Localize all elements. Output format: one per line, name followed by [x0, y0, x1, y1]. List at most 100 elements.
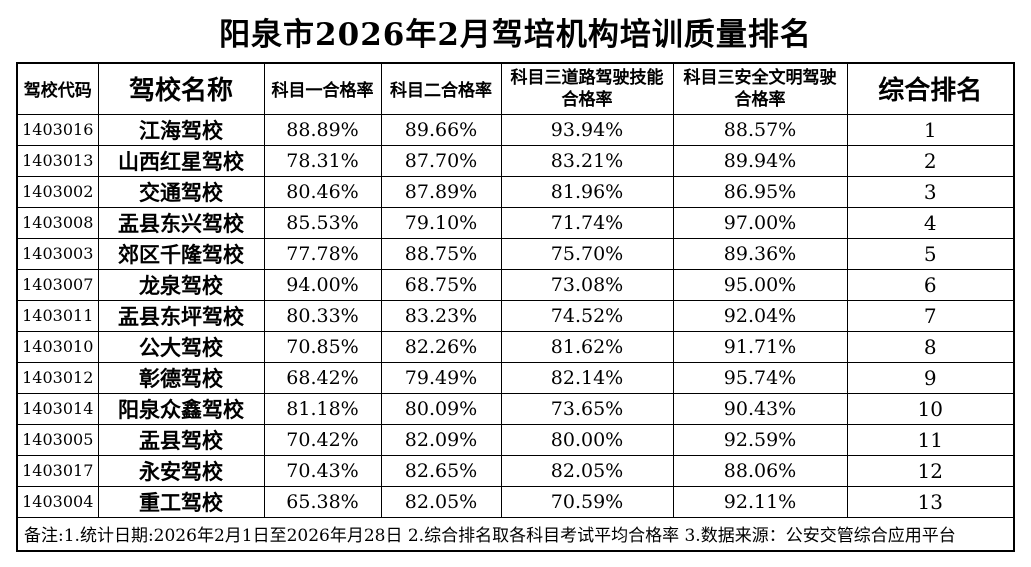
- table-row: 1403010 公大驾校 70.85% 82.26% 81.62% 91.71% 8: [16, 330, 1015, 363]
- subject3-road-skill-pass-rate: 80.00%: [500, 423, 674, 456]
- school-name: 盂县东兴驾校: [97, 206, 265, 239]
- subject3-road-skill-pass-rate: 93.94%: [500, 113, 674, 146]
- subject3-road-skill-pass-rate: 71.74%: [500, 206, 674, 239]
- school-name: 重工驾校: [97, 485, 265, 518]
- page-title: 阳泉市2026年2月驾培机构培训质量排名: [219, 16, 812, 53]
- school-code: 1403013: [16, 144, 99, 177]
- school-name: 郊区千隆驾校: [97, 237, 265, 270]
- school-code: 1403016: [16, 113, 99, 146]
- subject3-road-skill-pass-rate: 74.52%: [500, 299, 674, 332]
- subject3-road-skill-pass-rate: 81.62%: [500, 330, 674, 363]
- subject3-safe-driving-pass-rate: 95.74%: [672, 361, 848, 394]
- subject1-pass-rate: 88.89%: [263, 113, 382, 146]
- subject3-safe-driving-pass-rate: 91.71%: [672, 330, 848, 363]
- school-code: 1403008: [16, 206, 99, 239]
- overall-rank: 6: [846, 268, 1015, 301]
- table-row: 1403004 重工驾校 65.38% 82.05% 70.59% 92.11% 13: [16, 485, 1015, 518]
- school-code: 1403002: [16, 175, 99, 208]
- subject3-road-skill-pass-rate: 82.14%: [500, 361, 674, 394]
- subject3-safe-driving-pass-rate: 92.04%: [672, 299, 848, 332]
- column-header-school-name: 驾校名称: [97, 62, 265, 115]
- table-row: 1403002 交通驾校 80.46% 87.89% 81.96% 86.95% 3: [16, 175, 1015, 208]
- subject2-pass-rate: 88.75%: [380, 237, 502, 270]
- overall-rank: 2: [846, 144, 1015, 177]
- school-name: 交通驾校: [97, 175, 265, 208]
- column-header-subject3-road-skill: 科目三道路驾驶技能 合格率: [500, 62, 674, 115]
- overall-rank: 1: [846, 113, 1015, 146]
- subject2-pass-rate: 87.89%: [380, 175, 502, 208]
- footnote-row: 备注:1.统计日期:2026年2月1日至2026年月28日 2.综合排名取各科目…: [16, 516, 1015, 552]
- subject2-pass-rate: 82.05%: [380, 485, 502, 518]
- column-header-subject3-safe-driving: 科目三安全文明驾驶 合格率: [672, 62, 848, 115]
- overall-rank: 7: [846, 299, 1015, 332]
- subject1-pass-rate: 80.46%: [263, 175, 382, 208]
- subject3-safe-driving-pass-rate: 88.57%: [672, 113, 848, 146]
- subject2-pass-rate: 79.49%: [380, 361, 502, 394]
- subject1-pass-rate: 65.38%: [263, 485, 382, 518]
- subject3-road-skill-pass-rate: 82.05%: [500, 454, 674, 487]
- overall-rank: 9: [846, 361, 1015, 394]
- overall-rank: 8: [846, 330, 1015, 363]
- subject3-road-skill-pass-rate: 73.65%: [500, 392, 674, 425]
- column-header-subject2-pass-rate: 科目二合格率: [380, 62, 502, 115]
- subject3-safe-driving-pass-rate: 95.00%: [672, 268, 848, 301]
- overall-rank: 11: [846, 423, 1015, 456]
- subject1-pass-rate: 81.18%: [263, 392, 382, 425]
- subject1-pass-rate: 70.85%: [263, 330, 382, 363]
- table-row: 1403016 江海驾校 88.89% 89.66% 93.94% 88.57% 1: [16, 113, 1015, 146]
- subject2-pass-rate: 82.65%: [380, 454, 502, 487]
- school-code: 1403004: [16, 485, 99, 518]
- column-header-overall-rank: 综合排名: [846, 62, 1015, 115]
- subject3-road-skill-pass-rate: 81.96%: [500, 175, 674, 208]
- school-name: 山西红星驾校: [97, 144, 265, 177]
- subject1-pass-rate: 68.42%: [263, 361, 382, 394]
- subject1-pass-rate: 78.31%: [263, 144, 382, 177]
- subject1-pass-rate: 77.78%: [263, 237, 382, 270]
- subject3-safe-driving-pass-rate: 88.06%: [672, 454, 848, 487]
- school-name: 龙泉驾校: [97, 268, 265, 301]
- subject2-pass-rate: 83.23%: [380, 299, 502, 332]
- subject3-safe-driving-pass-rate: 89.94%: [672, 144, 848, 177]
- school-name: 阳泉众鑫驾校: [97, 392, 265, 425]
- table-row: 1403005 盂县驾校 70.42% 82.09% 80.00% 92.59% 11: [16, 423, 1015, 456]
- table-row: 1403012 彰德驾校 68.42% 79.49% 82.14% 95.74% 9: [16, 361, 1015, 394]
- school-code: 1403010: [16, 330, 99, 363]
- header-row: 驾校代码 驾校名称 科目一合格率 科目二合格率 科目三道路驾驶技能 合格率 科目…: [16, 62, 1015, 115]
- subject3-safe-driving-pass-rate: 92.59%: [672, 423, 848, 456]
- subject3-safe-driving-pass-rate: 86.95%: [672, 175, 848, 208]
- overall-rank: 10: [846, 392, 1015, 425]
- subject3-road-skill-pass-rate: 83.21%: [500, 144, 674, 177]
- table-row: 1403007 龙泉驾校 94.00% 68.75% 73.08% 95.00% 6: [16, 268, 1015, 301]
- overall-rank: 13: [846, 485, 1015, 518]
- overall-rank: 3: [846, 175, 1015, 208]
- footnote: 备注:1.统计日期:2026年2月1日至2026年月28日 2.综合排名取各科目…: [16, 516, 1015, 552]
- table-row: 1403014 阳泉众鑫驾校 81.18% 80.09% 73.65% 90.43% 10: [16, 392, 1015, 425]
- table-row: 1403011 盂县东坪驾校 80.33% 83.23% 74.52% 92.04% 7: [16, 299, 1015, 332]
- table-row: 1403008 盂县东兴驾校 85.53% 79.10% 71.74% 97.00% 4: [16, 206, 1015, 239]
- subject3-safe-driving-pass-rate: 89.36%: [672, 237, 848, 270]
- subject1-pass-rate: 94.00%: [263, 268, 382, 301]
- subject2-pass-rate: 68.75%: [380, 268, 502, 301]
- subject1-pass-rate: 85.53%: [263, 206, 382, 239]
- school-code: 1403014: [16, 392, 99, 425]
- school-name: 永安驾校: [97, 454, 265, 487]
- table-row: 1403003 郊区千隆驾校 77.78% 88.75% 75.70% 89.36% 5: [16, 237, 1015, 270]
- school-name: 公大驾校: [97, 330, 265, 363]
- school-code: 1403017: [16, 454, 99, 487]
- subject3-safe-driving-pass-rate: 90.43%: [672, 392, 848, 425]
- school-code: 1403012: [16, 361, 99, 394]
- subject2-pass-rate: 82.26%: [380, 330, 502, 363]
- school-name: 盂县东坪驾校: [97, 299, 265, 332]
- subject2-pass-rate: 79.10%: [380, 206, 502, 239]
- subject2-pass-rate: 89.66%: [380, 113, 502, 146]
- column-header-school-code: 驾校代码: [16, 62, 99, 115]
- subject3-road-skill-pass-rate: 75.70%: [500, 237, 674, 270]
- subject3-road-skill-pass-rate: 70.59%: [500, 485, 674, 518]
- table-row: 1403013 山西红星驾校 78.31% 87.70% 83.21% 89.94% 2: [16, 144, 1015, 177]
- school-code: 1403007: [16, 268, 99, 301]
- school-code: 1403011: [16, 299, 99, 332]
- school-name: 盂县驾校: [97, 423, 265, 456]
- subject3-road-skill-pass-rate: 73.08%: [500, 268, 674, 301]
- subject3-safe-driving-pass-rate: 92.11%: [672, 485, 848, 518]
